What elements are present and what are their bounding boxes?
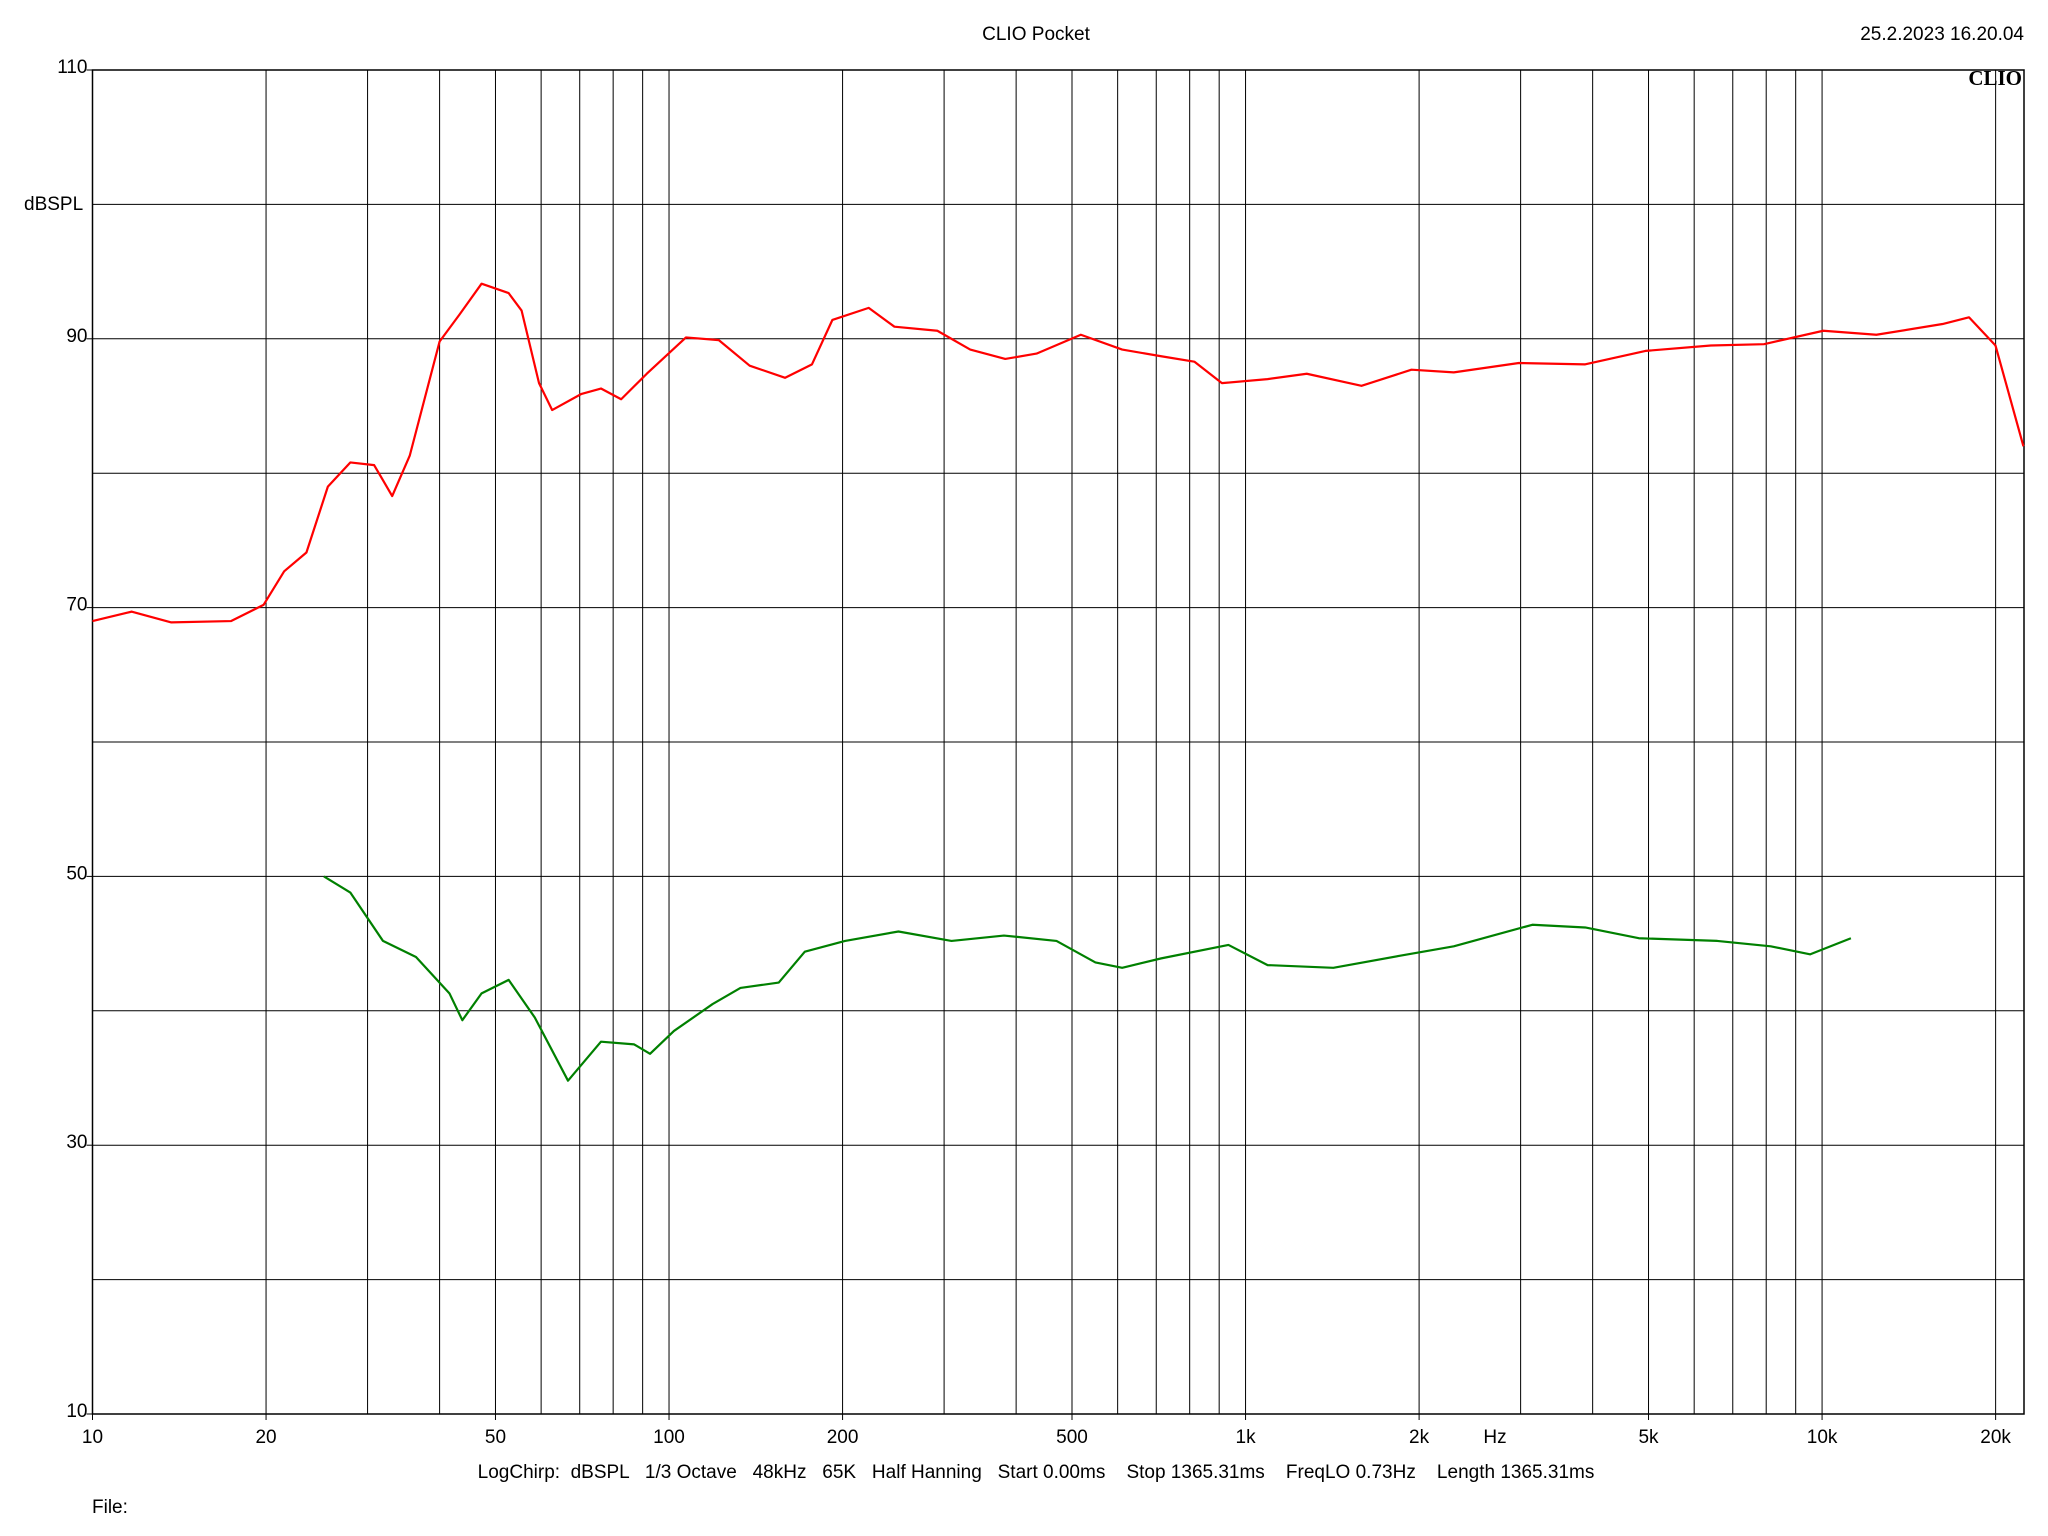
footer: LogChirp: dBSPL 1/3 Octave 48kHz 65K Hal… xyxy=(478,1462,1595,1483)
x-tick-label: 100 xyxy=(653,1427,685,1448)
series-line xyxy=(323,875,1852,1082)
x-tick-label: 200 xyxy=(827,1427,859,1448)
series-line xyxy=(92,282,2025,624)
file-label: File: xyxy=(92,1497,128,1518)
y-axis-label: dBSPL xyxy=(24,194,83,215)
y-tick-label: 30 xyxy=(66,1132,87,1153)
x-tick-label: 50 xyxy=(485,1427,506,1448)
x-tick-label: 10 xyxy=(82,1427,103,1448)
y-tick-label: 70 xyxy=(66,595,87,616)
x-tick-label: 500 xyxy=(1056,1427,1088,1448)
y-tick-label: 50 xyxy=(66,863,87,884)
chart-title: CLIO Pocket xyxy=(982,24,1090,45)
plot-frame xyxy=(91,69,2025,1415)
x-axis-label: Hz xyxy=(1483,1427,1506,1448)
timestamp: 25.2.2023 16.20.04 xyxy=(1860,24,2024,45)
y-tick-label: 110 xyxy=(57,57,87,78)
x-tick-label: 2k xyxy=(1409,1427,1430,1448)
y-tick-label: 90 xyxy=(66,326,87,347)
x-tick-label: 1k xyxy=(1236,1427,1257,1448)
x-tick-label: 10k xyxy=(1807,1427,1838,1448)
x-tick-label: 20k xyxy=(1980,1427,2011,1448)
x-tick-label: 20 xyxy=(255,1427,276,1448)
x-tick-label: 5k xyxy=(1638,1427,1659,1448)
y-tick-label: 10 xyxy=(66,1401,87,1422)
